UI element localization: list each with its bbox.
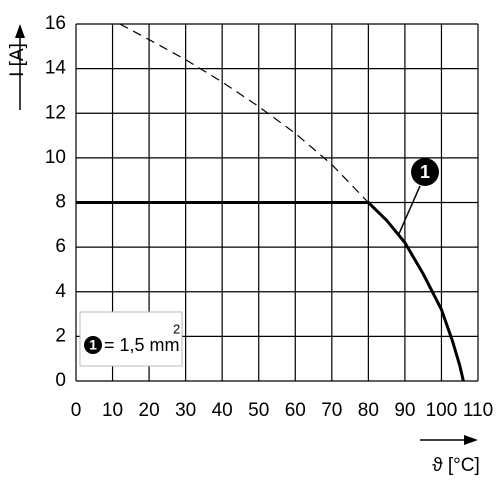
- legend-text: = 1,5 mm: [104, 335, 180, 355]
- x-tick-label: 100: [426, 400, 458, 421]
- x-tick-label: 0: [71, 400, 82, 421]
- y-tick-label: 2: [55, 325, 66, 346]
- x-tick-label: 40: [212, 400, 233, 421]
- x-tick-label: 80: [358, 400, 379, 421]
- y-tick-label: 0: [55, 370, 66, 391]
- x-tick-label: 30: [175, 400, 196, 421]
- x-tick-label: 10: [102, 400, 123, 421]
- line-series: [76, 201, 465, 382]
- y-tick-label: 12: [45, 102, 66, 123]
- y-tick-label: 16: [45, 13, 66, 34]
- y-tick-label: 6: [55, 236, 66, 257]
- annotation-label: 1: [420, 162, 430, 182]
- annotation-marker: [411, 158, 439, 186]
- x-tick-label: 20: [139, 400, 160, 421]
- x-tick-label: 110: [463, 400, 493, 421]
- x-axis-arrowhead: [464, 435, 478, 445]
- x-tick-label: 60: [285, 400, 306, 421]
- line-series: [119, 23, 369, 203]
- legend-marker-label: 1: [89, 337, 97, 353]
- y-tick-label: 8: [55, 192, 66, 213]
- legend-marker: [84, 336, 102, 354]
- y-axis-arrowhead: [15, 24, 25, 38]
- y-tick-label: 4: [55, 281, 66, 302]
- x-axis-label: ϑ [°C]: [432, 455, 480, 476]
- y-tick-label: 10: [45, 147, 66, 168]
- x-tick-label: 50: [248, 400, 269, 421]
- x-tick-label: 70: [321, 400, 342, 421]
- annotation-leader: [397, 185, 421, 237]
- x-tick-label: 90: [394, 400, 415, 421]
- legend-superscript: 2: [173, 321, 180, 336]
- y-axis-label: I [A]: [7, 43, 28, 77]
- y-tick-label: 14: [45, 58, 67, 79]
